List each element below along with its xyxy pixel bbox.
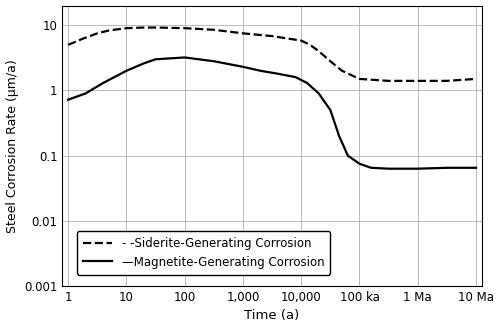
Siderite-Generating Corrosion	[298, 39, 304, 43]
Line: Siderite-Generating Corrosion: Siderite-Generating Corrosion	[68, 28, 476, 81]
Siderite-Generating Corrosion	[211, 28, 217, 32]
Magnetite-Generating Corrosion	[473, 166, 479, 170]
Legend: - -Siderite-Generating Corrosion, —Magnetite-Generating Corrosion: - -Siderite-Generating Corrosion, —Magne…	[76, 231, 330, 275]
Magnetite-Generating Corrosion	[182, 55, 188, 59]
Magnetite-Generating Corrosion	[258, 69, 264, 73]
Siderite-Generating Corrosion	[414, 79, 420, 83]
Siderite-Generating Corrosion	[182, 26, 188, 30]
Magnetite-Generating Corrosion	[240, 65, 246, 69]
Siderite-Generating Corrosion	[106, 29, 112, 32]
Siderite-Generating Corrosion	[141, 26, 147, 30]
Siderite-Generating Corrosion	[444, 79, 450, 83]
Magnetite-Generating Corrosion	[386, 167, 392, 171]
Siderite-Generating Corrosion	[124, 26, 130, 30]
Magnetite-Generating Corrosion	[414, 167, 420, 171]
Magnetite-Generating Corrosion	[345, 154, 351, 157]
Magnetite-Generating Corrosion	[336, 134, 342, 138]
Magnetite-Generating Corrosion	[304, 81, 310, 85]
Siderite-Generating Corrosion	[356, 77, 362, 81]
Magnetite-Generating Corrosion	[356, 162, 362, 166]
Magnetite-Generating Corrosion	[368, 166, 374, 170]
Siderite-Generating Corrosion	[339, 69, 345, 73]
Magnetite-Generating Corrosion	[316, 92, 322, 95]
Siderite-Generating Corrosion	[307, 43, 313, 47]
Magnetite-Generating Corrosion	[328, 108, 334, 112]
Line: Magnetite-Generating Corrosion: Magnetite-Generating Corrosion	[68, 57, 476, 169]
Siderite-Generating Corrosion	[328, 59, 334, 63]
Magnetite-Generating Corrosion	[100, 81, 106, 85]
Magnetite-Generating Corrosion	[292, 75, 298, 79]
Siderite-Generating Corrosion	[316, 49, 322, 53]
Magnetite-Generating Corrosion	[65, 98, 71, 102]
Siderite-Generating Corrosion	[80, 37, 86, 41]
Magnetite-Generating Corrosion	[444, 166, 450, 170]
Magnetite-Generating Corrosion	[211, 59, 217, 63]
X-axis label: Time (a): Time (a)	[244, 309, 300, 322]
Magnetite-Generating Corrosion	[275, 72, 281, 76]
Magnetite-Generating Corrosion	[82, 92, 88, 95]
Siderite-Generating Corrosion	[386, 79, 392, 83]
Siderite-Generating Corrosion	[240, 31, 246, 35]
Y-axis label: Steel Corrosion Rate (μm/a): Steel Corrosion Rate (μm/a)	[6, 59, 18, 233]
Siderite-Generating Corrosion	[473, 77, 479, 81]
Magnetite-Generating Corrosion	[141, 61, 147, 65]
Siderite-Generating Corrosion	[152, 26, 158, 30]
Siderite-Generating Corrosion	[65, 43, 71, 47]
Magnetite-Generating Corrosion	[152, 57, 158, 61]
Siderite-Generating Corrosion	[94, 31, 100, 35]
Siderite-Generating Corrosion	[269, 34, 275, 38]
Magnetite-Generating Corrosion	[124, 69, 130, 73]
